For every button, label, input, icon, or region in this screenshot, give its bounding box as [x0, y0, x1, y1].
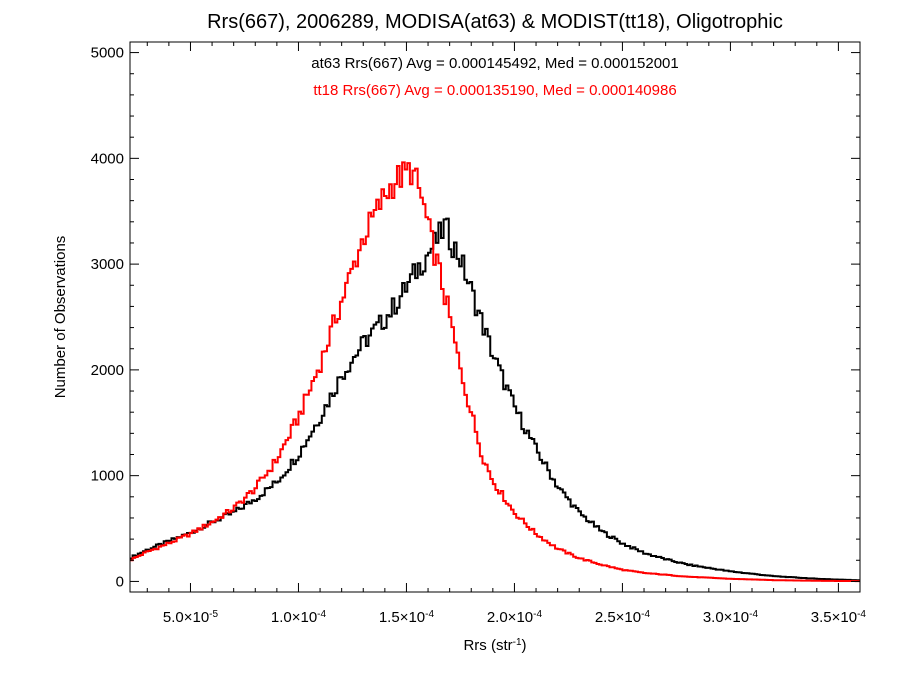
- plot-area: [130, 161, 860, 583]
- y-tick-label: 3000: [91, 256, 124, 273]
- y-tick-label: 5000: [91, 45, 124, 62]
- x-axis-label: Rrs (str-1): [463, 637, 526, 655]
- y-tick-label: 0: [116, 573, 124, 590]
- x-tick-label: 1.5×10-4: [379, 609, 435, 627]
- x-axis-label-end: ): [522, 637, 527, 654]
- y-tick-label: 4000: [91, 150, 124, 167]
- series-line-0: [130, 217, 860, 582]
- y-axis: 0 1000 2000 3000 4000 5000: [91, 45, 860, 590]
- annotation-at63: at63 Rrs(667) Avg = 0.000145492, Med = 0…: [311, 55, 679, 72]
- x-tick-label: 2.5×10-4: [595, 609, 651, 627]
- y-tick-label: 1000: [91, 468, 124, 485]
- x-axis: 5.0×10-5 1.0×10-4 1.5×10-4 2.0×10-4 2.5×10-4…: [146, 42, 867, 627]
- x-tick-label: 1.0×10-4: [271, 609, 327, 627]
- annotation-tt18: tt18 Rrs(667) Avg = 0.000135190, Med = 0…: [313, 82, 676, 99]
- series-line-1: [130, 161, 860, 583]
- y-tick-label: 2000: [91, 362, 124, 379]
- x-tick-label: 3.0×10-4: [703, 609, 759, 627]
- plot-frame: [129, 41, 861, 593]
- x-tick-label: 2.0×10-4: [487, 609, 543, 627]
- x-axis-label-sup: -1: [513, 637, 522, 648]
- x-axis-label-main: Rrs (str: [463, 637, 512, 654]
- y-axis-label: Number of Observations: [52, 236, 69, 399]
- x-tick-label: 5.0×10-5: [163, 609, 219, 627]
- chart-title: Rrs(667), 2006289, MODISA(at63) & MODIST…: [207, 11, 783, 33]
- x-tick-label: 3.5×10-4: [811, 609, 867, 627]
